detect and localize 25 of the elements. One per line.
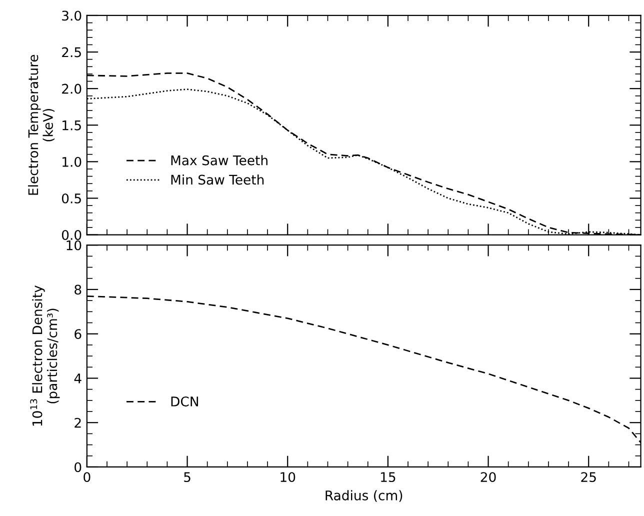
y-tick-label: 2 xyxy=(74,418,81,428)
y-tick-label: 6 xyxy=(74,329,82,340)
x-tick-label: 20 xyxy=(480,472,496,482)
y-tick-label: 0 xyxy=(74,462,82,472)
x-tick-label: 10 xyxy=(280,472,296,482)
x-tick-label: 25 xyxy=(581,472,596,482)
y-axis-title: 10$^{13}$ Electron Density (particles/cm³) xyxy=(30,286,60,426)
x-axis-title: Radius (cm) xyxy=(326,490,402,502)
y-tick-label: 1.5 xyxy=(62,120,81,130)
y-tick-label: 3.0 xyxy=(62,10,82,21)
y-tick-label: 4 xyxy=(74,374,82,384)
y-axis-title: Electron Temperature (keV) xyxy=(28,54,55,195)
y-tick-label: 0.5 xyxy=(62,193,81,204)
x-tick-label: 0 xyxy=(84,472,90,482)
legend-label: DCN xyxy=(171,396,198,406)
y-tick-label: 2.0 xyxy=(62,84,82,94)
x-tick-label: 5 xyxy=(184,472,190,482)
legend-label: Min Saw Teeth xyxy=(171,174,264,185)
y-tick-label: 10 xyxy=(66,240,82,250)
legend-label: Max Saw Teeth xyxy=(171,155,268,166)
y-tick-label: 2.5 xyxy=(62,47,81,58)
x-tick-label: 15 xyxy=(380,472,396,482)
y-tick-label: 0.0 xyxy=(62,230,82,240)
y-tick-label: 1.0 xyxy=(62,156,82,167)
y-tick-label: 8 xyxy=(74,284,82,295)
